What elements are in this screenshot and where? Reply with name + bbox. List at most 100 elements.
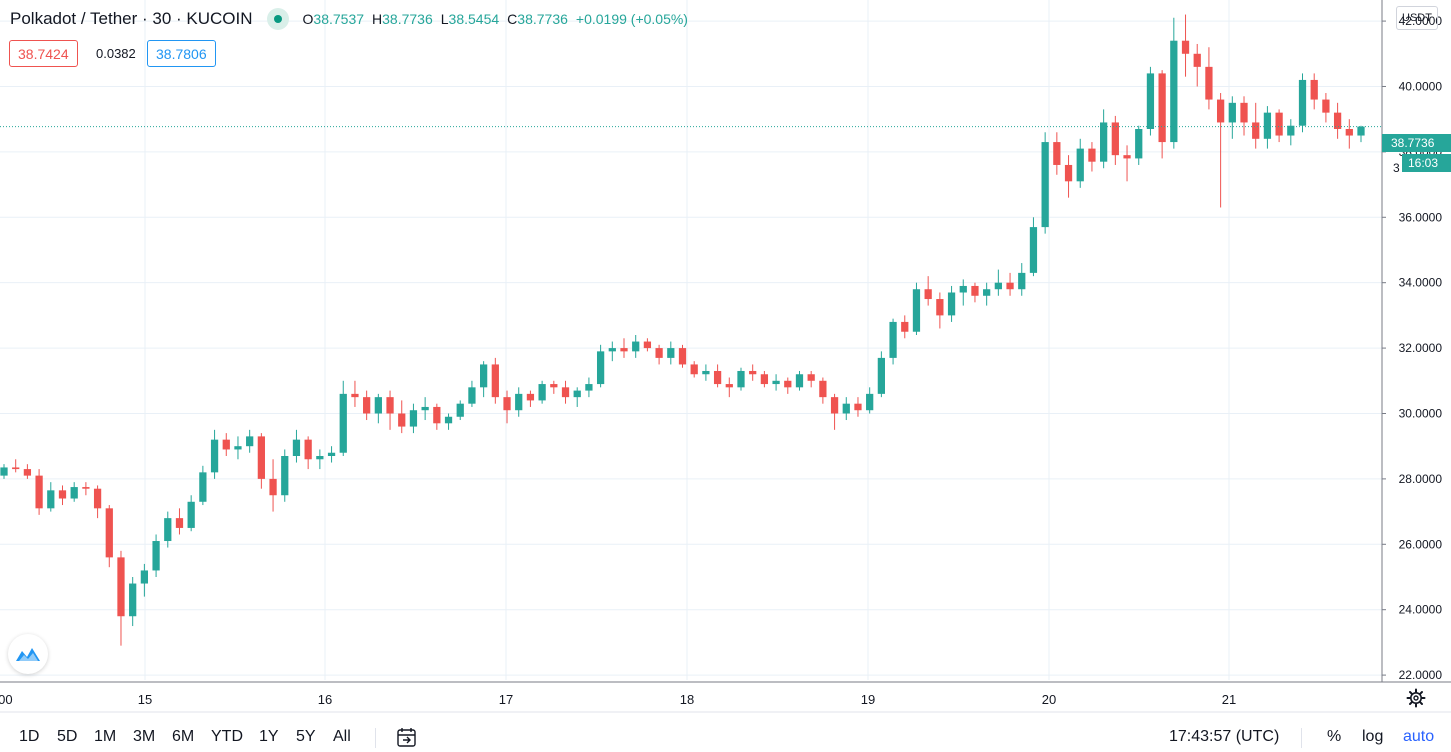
range-all-button[interactable]: All xyxy=(333,728,351,745)
high-label: H xyxy=(372,11,383,27)
candle-body xyxy=(117,557,125,617)
candle-body xyxy=(93,488,102,509)
go-to-date-icon[interactable] xyxy=(396,727,418,749)
candle-body xyxy=(292,439,301,456)
candle-body xyxy=(1357,126,1365,136)
market-status-icon[interactable] xyxy=(266,8,289,30)
range-3m-button[interactable]: 3M xyxy=(133,728,156,745)
candle-body xyxy=(480,364,488,388)
open-value: 38.7537 xyxy=(313,11,365,27)
candle-body xyxy=(515,393,523,411)
tradingview-logo-icon[interactable] xyxy=(8,634,48,674)
candle-body xyxy=(1006,282,1014,290)
log-scale-toggle[interactable]: log xyxy=(1362,728,1384,745)
candle-body xyxy=(23,469,32,476)
candle-body xyxy=(82,487,90,489)
open-label: O xyxy=(302,11,314,27)
candle-body xyxy=(842,403,850,414)
candle-body xyxy=(678,348,687,365)
candle-body xyxy=(1064,164,1073,182)
candle-body xyxy=(1193,53,1201,67)
candle-body xyxy=(47,490,55,509)
percent-scale-toggle[interactable]: % xyxy=(1327,728,1342,745)
candle-body xyxy=(854,403,862,411)
candle-body xyxy=(866,393,874,411)
candle-body xyxy=(1123,155,1131,159)
range-6m-button[interactable]: 6M xyxy=(172,728,195,745)
candle-body xyxy=(737,370,745,388)
candle-body xyxy=(152,541,160,571)
chart-legend: Polkadot / Tether · 30 · KUCOIN O 38.7537… xyxy=(10,8,688,30)
candle-body xyxy=(1135,128,1143,159)
auto-scale-toggle[interactable]: auto xyxy=(1403,728,1435,745)
x-tick-label: 19 xyxy=(861,692,875,707)
price-tick-partial: 3 xyxy=(1393,161,1400,175)
candle-body xyxy=(1240,102,1248,123)
candle-body xyxy=(351,393,359,398)
candle-body xyxy=(795,374,804,388)
candle-body xyxy=(713,370,722,385)
x-tick-label: 18 xyxy=(680,692,694,707)
candle-body xyxy=(374,397,382,414)
candle-body xyxy=(199,472,207,502)
change-value: +0.0199 (+0.05%) xyxy=(575,11,688,27)
candle-body xyxy=(1228,102,1236,123)
candle-body xyxy=(585,384,593,391)
candle-body xyxy=(702,370,710,375)
candle-body xyxy=(819,380,827,398)
candle-body xyxy=(1100,122,1108,162)
candle-body xyxy=(175,518,184,528)
sell-price-button[interactable]: 38.7424 xyxy=(9,40,78,67)
range-ytd-button[interactable]: YTD xyxy=(211,728,243,745)
candle-body xyxy=(1216,99,1225,123)
candle-body xyxy=(1181,40,1190,54)
last-price-label: 38.7736 xyxy=(1382,134,1451,152)
bottom-toolbar: 1D 5D 1M 3M 6M YTD 1Y 5Y All 17:43:57 (U… xyxy=(0,724,1451,752)
low-label: L xyxy=(440,11,449,27)
candle-body xyxy=(421,406,429,411)
range-5y-button[interactable]: 5Y xyxy=(296,728,316,745)
candle-body xyxy=(725,384,733,388)
candle-body xyxy=(316,456,324,460)
candle-body xyxy=(58,490,67,499)
candle-body xyxy=(164,518,172,542)
buy-price-button[interactable]: 38.7806 xyxy=(147,40,216,67)
x-tick-label: 17 xyxy=(499,692,513,707)
candle-body xyxy=(187,501,195,528)
high-value: 38.7736 xyxy=(382,11,433,27)
candle-body xyxy=(433,406,441,424)
grid xyxy=(0,0,1382,680)
candle-body xyxy=(643,341,652,349)
range-1m-button[interactable]: 1M xyxy=(94,728,117,745)
candle-body xyxy=(70,487,78,499)
candle-body xyxy=(807,374,815,381)
symbol-title[interactable]: Polkadot / Tether · 30 · KUCOIN xyxy=(10,9,253,28)
candle-body xyxy=(12,467,20,470)
candle-body xyxy=(1146,73,1155,129)
x-tick-label: 21 xyxy=(1222,692,1236,707)
candle-body xyxy=(994,282,1002,290)
currency-button[interactable]: USDT xyxy=(1396,6,1438,30)
candle-body xyxy=(1088,148,1096,162)
candle-body xyxy=(35,475,43,509)
candle-body xyxy=(503,397,511,411)
candle-body xyxy=(573,390,581,398)
candle-body xyxy=(971,285,979,296)
candle-body xyxy=(1041,142,1049,228)
utc-clock[interactable]: 17:43:57 (UTC) xyxy=(1169,728,1280,745)
candle-body xyxy=(1287,125,1295,136)
candle-body xyxy=(339,393,347,453)
candle-body xyxy=(772,380,780,385)
candle-body xyxy=(667,348,675,358)
candle-body xyxy=(912,289,921,332)
range-5d-button[interactable]: 5D xyxy=(57,728,78,745)
y-tick-label: 34.0000 xyxy=(1399,276,1443,290)
range-1d-button[interactable]: 1D xyxy=(19,728,40,745)
range-1y-button[interactable]: 1Y xyxy=(259,728,279,745)
bar-countdown: 16:03 xyxy=(1402,154,1451,172)
candle-body xyxy=(1252,122,1260,139)
candle-body xyxy=(1018,272,1026,290)
settings-gear-icon[interactable] xyxy=(1406,688,1426,708)
candle-body xyxy=(1275,112,1283,136)
